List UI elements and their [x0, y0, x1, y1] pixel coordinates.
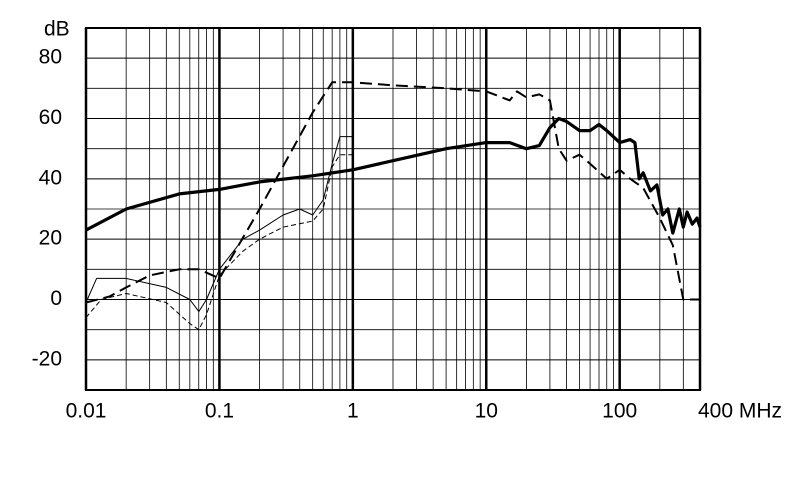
- x-tick-label: 10: [475, 400, 498, 423]
- y-tick-label: -20: [32, 347, 62, 370]
- y-tick-label: 60: [39, 106, 62, 129]
- series-line: [85, 81, 700, 304]
- x-tick-label: 400 MHz: [698, 400, 782, 423]
- series-line: [85, 116, 702, 235]
- plot-frame: [85, 27, 701, 391]
- x-tick-label: 100: [602, 400, 637, 423]
- x-tick-label: 1: [347, 400, 359, 423]
- x-tick-label: 0.1: [205, 400, 234, 423]
- y-tick-label: 80: [39, 46, 62, 69]
- y-tick-label: 40: [39, 166, 62, 189]
- series-line: [85, 154, 353, 331]
- x-tick-label: 0.01: [66, 400, 107, 423]
- y-tick-label: 20: [39, 227, 62, 250]
- y-axis-label: dB: [44, 18, 70, 41]
- y-tick-label: 0: [50, 287, 62, 310]
